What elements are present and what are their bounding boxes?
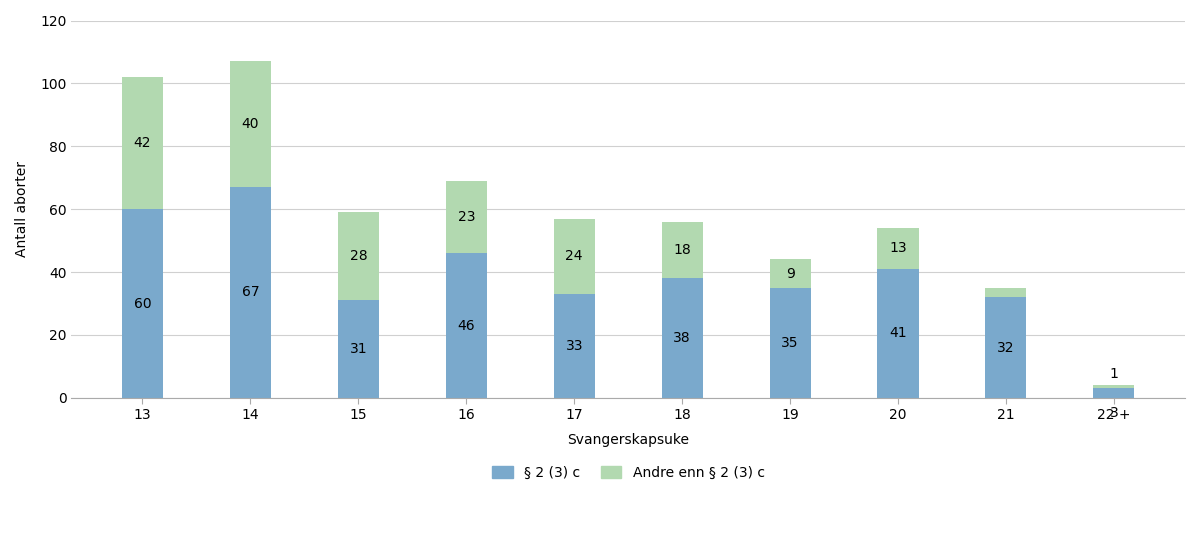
Bar	[769, 260, 810, 288]
Bar	[769, 288, 810, 398]
Bar	[122, 77, 163, 209]
Bar	[230, 61, 271, 187]
Bar	[661, 222, 703, 279]
Bar	[445, 181, 487, 253]
Bar	[338, 300, 379, 398]
Legend: § 2 (3) c, Andre enn § 2 (3) c: § 2 (3) c, Andre enn § 2 (3) c	[486, 460, 770, 485]
X-axis label: Svangerskapsuke: Svangerskapsuke	[568, 433, 689, 447]
Bar	[338, 212, 379, 300]
Bar	[553, 294, 595, 398]
Text: 46: 46	[457, 319, 475, 332]
Text: 42: 42	[133, 136, 151, 150]
Text: 3: 3	[1110, 406, 1118, 420]
Text: 35: 35	[781, 336, 799, 350]
Bar	[445, 253, 487, 398]
Text: 33: 33	[565, 339, 583, 353]
Text: 41: 41	[889, 326, 907, 340]
Bar	[1093, 388, 1134, 398]
Bar	[122, 209, 163, 398]
Bar	[661, 279, 703, 398]
Bar	[985, 288, 1026, 297]
Text: 28: 28	[349, 249, 367, 263]
Y-axis label: Antall aborter: Antall aborter	[14, 161, 29, 257]
Bar	[877, 269, 918, 398]
Text: 40: 40	[241, 117, 259, 131]
Text: 67: 67	[241, 286, 259, 300]
Text: 38: 38	[673, 331, 691, 345]
Text: 23: 23	[457, 210, 475, 224]
Text: 9: 9	[786, 267, 794, 281]
Text: 13: 13	[889, 242, 907, 255]
Text: 32: 32	[997, 340, 1015, 355]
Text: 60: 60	[133, 296, 151, 311]
Text: 1: 1	[1110, 367, 1118, 381]
Bar	[985, 297, 1026, 398]
Text: 24: 24	[565, 249, 583, 263]
Bar	[553, 219, 595, 294]
Bar	[877, 228, 918, 269]
Bar	[1093, 386, 1134, 388]
Text: 18: 18	[673, 243, 691, 257]
Bar	[230, 187, 271, 398]
Text: 31: 31	[349, 342, 367, 356]
